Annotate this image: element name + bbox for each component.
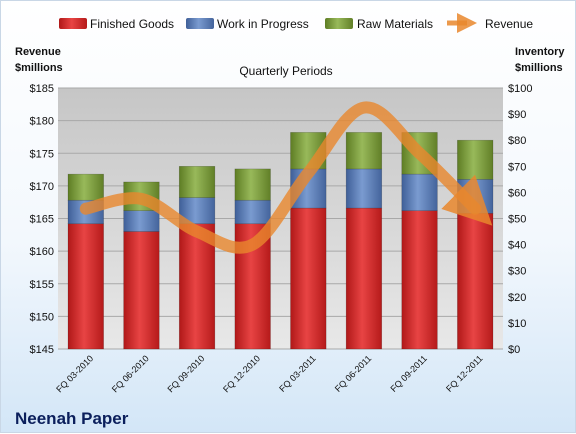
right-tick-label: $60 xyxy=(508,187,526,199)
left-tick-label: $180 xyxy=(30,116,54,128)
left-tick-label: $145 xyxy=(30,344,54,356)
right-tick-label: $90 xyxy=(508,109,526,121)
legend: Finished Goods Work in Progress Raw Mate… xyxy=(59,13,533,33)
legend-item-revenue: Revenue xyxy=(447,13,533,33)
right-axis-title-line2: $millions xyxy=(515,62,563,74)
right-axis-ticks: $0 $10 $20 $30 $40 $50 $60 $70 $80 $90 $100 xyxy=(508,83,532,356)
right-tick-label: $50 xyxy=(508,214,526,226)
bar-raw-materials xyxy=(457,139,494,180)
x-tick-label: FQ 03-2011 xyxy=(277,353,318,394)
left-tick-label: $155 xyxy=(30,279,54,291)
x-tick-label: FQ 03-2010 xyxy=(54,353,95,394)
left-axis-title-line1: Revenue xyxy=(15,46,61,58)
legend-item-work-in-progress: Work in Progress xyxy=(186,17,309,31)
legend-label-finished-goods: Finished Goods xyxy=(90,17,174,31)
bar-finished-goods xyxy=(345,207,383,350)
bar-raw-materials xyxy=(234,168,271,201)
right-tick-label: $20 xyxy=(508,292,526,304)
bar-finished-goods xyxy=(178,223,216,350)
bar-finished-goods xyxy=(67,223,104,350)
bar-finished-goods xyxy=(290,207,327,350)
x-tick-label: FQ 12-2010 xyxy=(221,353,262,394)
company-name: Neenah Paper xyxy=(15,409,129,428)
left-axis-ticks: $145 $150 $155 $160 $165 $170 $175 $180 $185 xyxy=(30,83,54,356)
chart-subtitle: Quarterly Periods xyxy=(239,64,332,78)
legend-swatch-finished-goods xyxy=(59,18,87,29)
bar-work-in-progress xyxy=(123,210,160,232)
right-tick-label: $80 xyxy=(508,135,526,147)
left-tick-label: $175 xyxy=(30,148,54,160)
x-tick-label: FQ 06-2010 xyxy=(110,353,151,394)
legend-label-revenue: Revenue xyxy=(485,17,533,31)
bar-finished-goods xyxy=(457,212,494,350)
left-axis-title-line2: $millions xyxy=(15,62,63,74)
bar-work-in-progress xyxy=(401,173,438,211)
bar-raw-materials xyxy=(178,166,216,198)
x-axis-labels: FQ 03-2010 FQ 06-2010 FQ 09-2010 FQ 12-2010… xyxy=(54,353,484,394)
bar-raw-materials xyxy=(345,132,383,170)
legend-label-raw-materials: Raw Materials xyxy=(357,17,433,31)
revenue-line xyxy=(79,101,493,254)
right-tick-label: $70 xyxy=(508,161,526,173)
legend-label-work-in-progress: Work in Progress xyxy=(217,17,309,31)
left-tick-label: $150 xyxy=(30,311,54,323)
left-tick-label: $160 xyxy=(30,246,54,258)
left-tick-label: $185 xyxy=(30,83,54,95)
x-tick-label: FQ 09-2011 xyxy=(388,353,429,394)
bar-finished-goods xyxy=(123,231,160,350)
x-tick-label: FQ 06-2011 xyxy=(333,353,374,394)
right-tick-label: $0 xyxy=(508,344,520,356)
legend-item-finished-goods: Finished Goods xyxy=(59,17,174,31)
x-tick-label: FQ 09-2010 xyxy=(165,353,206,394)
legend-item-raw-materials: Raw Materials xyxy=(325,17,433,31)
right-tick-label: $10 xyxy=(508,318,526,330)
bar-work-in-progress xyxy=(234,199,271,225)
bar-work-in-progress xyxy=(178,197,216,225)
right-axis-title-line1: Inventory xyxy=(515,46,565,58)
right-tick-label: $30 xyxy=(508,266,526,278)
left-tick-label: $170 xyxy=(30,181,54,193)
x-tick-label: FQ 12-2011 xyxy=(444,353,485,394)
left-tick-label: $165 xyxy=(30,214,54,226)
bar-raw-materials xyxy=(67,173,104,201)
right-tick-label: $100 xyxy=(508,83,532,95)
legend-swatch-raw-materials xyxy=(325,18,353,29)
right-tick-label: $40 xyxy=(508,240,526,252)
legend-swatch-work-in-progress xyxy=(186,18,214,29)
bar-work-in-progress xyxy=(345,168,383,209)
bar-finished-goods xyxy=(401,210,438,350)
